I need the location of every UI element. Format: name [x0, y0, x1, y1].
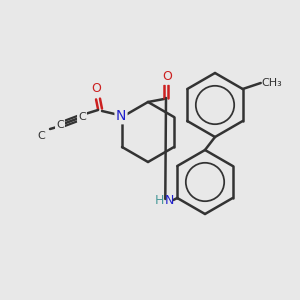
Text: CH₃: CH₃: [262, 78, 283, 88]
Text: N: N: [165, 194, 174, 206]
Text: H: H: [154, 194, 164, 206]
Text: O: O: [162, 70, 172, 83]
Text: C: C: [78, 112, 86, 122]
Text: C: C: [37, 131, 45, 141]
Text: O: O: [91, 82, 101, 95]
Text: N: N: [116, 109, 126, 123]
Text: C: C: [56, 120, 64, 130]
